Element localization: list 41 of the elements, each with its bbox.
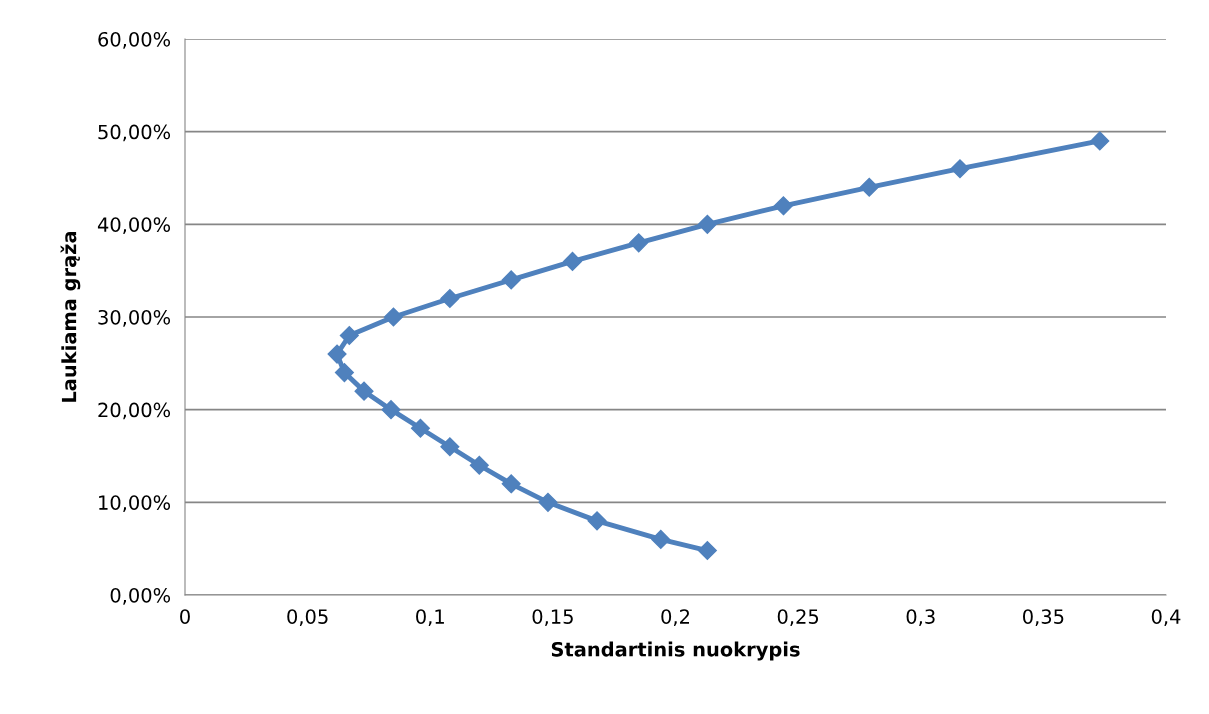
point bbox=[859, 177, 879, 197]
point bbox=[697, 214, 717, 234]
point bbox=[587, 511, 607, 531]
x-tick-label: 0 bbox=[180, 609, 190, 624]
y-tick-label: 10,00% bbox=[99, 495, 171, 512]
point bbox=[629, 233, 649, 253]
y-tick-label: 30,00% bbox=[98, 309, 171, 327]
x-tick-label: 0,15 bbox=[532, 609, 573, 626]
point bbox=[538, 492, 558, 512]
y-tick-label: 50,00% bbox=[98, 124, 171, 142]
point bbox=[773, 196, 793, 216]
point bbox=[381, 400, 401, 420]
x-tick-label: 0,1 bbox=[416, 609, 444, 626]
point bbox=[469, 455, 489, 475]
x-tick-label: 0,25 bbox=[777, 609, 819, 626]
point bbox=[440, 437, 460, 457]
y-axis-title: Laukiama grąža bbox=[60, 231, 81, 402]
point bbox=[562, 251, 583, 271]
y-tick-label: 20,00% bbox=[98, 402, 171, 420]
point bbox=[651, 529, 671, 549]
point bbox=[339, 325, 359, 346]
y-tick-label: 0,00% bbox=[110, 587, 171, 605]
point bbox=[501, 474, 521, 494]
point bbox=[334, 363, 354, 383]
point bbox=[383, 307, 403, 327]
x-tick-label: 0,4 bbox=[1151, 609, 1181, 626]
point bbox=[950, 159, 970, 179]
point bbox=[354, 381, 374, 401]
y-tick-label: 40,00% bbox=[97, 217, 171, 234]
x-axis-title: Standartinis nuokrypis bbox=[551, 641, 800, 661]
x-tick-label: 0,3 bbox=[906, 609, 935, 626]
x-tick-label: 0,35 bbox=[1023, 609, 1064, 626]
x-tick-label: 0,05 bbox=[287, 609, 328, 626]
point bbox=[327, 344, 347, 364]
point bbox=[1090, 131, 1110, 151]
x-tick-label: 0,2 bbox=[661, 609, 690, 626]
point bbox=[440, 288, 460, 309]
point bbox=[410, 418, 430, 438]
y-tick-label: 60,00% bbox=[98, 31, 171, 49]
point bbox=[501, 270, 521, 290]
point bbox=[697, 540, 717, 561]
